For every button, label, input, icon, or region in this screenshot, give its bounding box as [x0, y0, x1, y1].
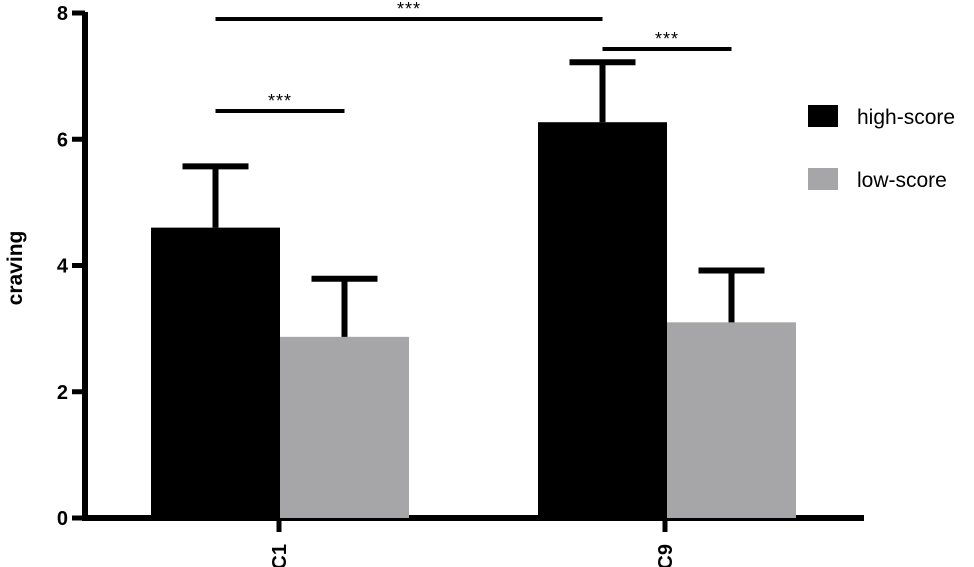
significance-label: *** — [655, 29, 679, 49]
bar-high-score-C9 — [538, 122, 667, 519]
legend-swatch-high-score — [808, 105, 838, 127]
x-ticks: C1 C9 — [269, 518, 677, 567]
y-tick-label: 0 — [57, 508, 68, 530]
bar-low-score-C1 — [280, 336, 409, 518]
significance-label: *** — [397, 0, 421, 19]
y-tick-label: 6 — [57, 129, 68, 151]
y-axis-label: craving — [4, 231, 27, 306]
bar-low-score-C9 — [667, 322, 796, 518]
significance-markers: *** *** *** — [215, 0, 732, 113]
error-bars — [182, 59, 765, 337]
significance-label: *** — [268, 91, 292, 111]
bars — [151, 122, 796, 519]
x-tick-label-C1: C1 — [269, 544, 291, 567]
y-ticks: 0 2 4 6 8 — [57, 3, 85, 530]
legend-label-low-score: low-score — [857, 169, 947, 192]
x-tick-label-C9: C9 — [655, 544, 677, 567]
bar-high-score-C1 — [151, 227, 280, 518]
y-tick-label: 4 — [57, 256, 69, 278]
legend: high-score low-score — [808, 105, 955, 192]
legend-label-high-score: high-score — [857, 106, 955, 129]
y-tick-label: 8 — [57, 3, 68, 25]
legend-swatch-low-score — [808, 168, 838, 190]
y-tick-label: 2 — [57, 382, 68, 404]
